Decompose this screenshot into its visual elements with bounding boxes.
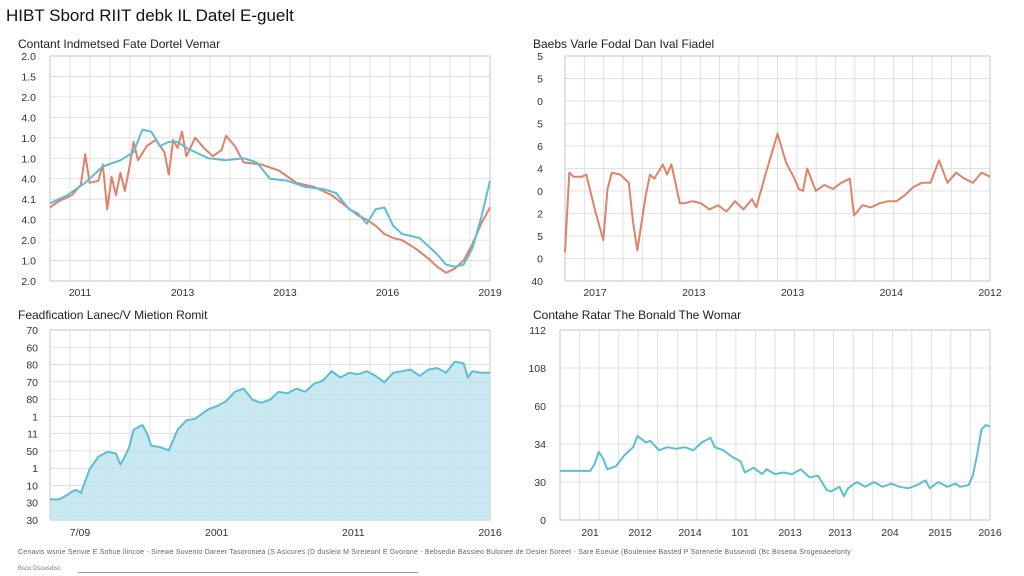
x-tick-label: 2014 [880,287,904,299]
x-tick-label: 2013 [682,287,706,299]
y-tick-label: 4.1 [21,194,36,206]
x-tick-label: 2013 [273,287,297,299]
y-tick-label: 6 [537,141,543,153]
footer-note-secondary: Bscu Dsousdisc [18,566,61,572]
y-tick-label: 4.0 [21,215,36,227]
y-tick-label: 30 [26,498,38,510]
plot-frame [564,55,991,282]
y-tick-label: 1.0 [21,153,36,165]
y-tick-label: 1.5 [21,71,36,83]
chart-title-bottom-right: Contahe Ratar The Bonald The Womar [533,308,742,322]
x-tick-label: 201 [581,527,599,539]
y-tick-label: 80 [26,360,38,372]
y-tick-label: 70 [26,325,38,337]
y-tick-label: 0 [537,254,543,266]
y-tick-label: 30 [26,515,38,527]
y-tick-label: 112 [529,325,546,337]
x-tick-label: 2013 [778,527,802,539]
x-tick-label: 7/09 [70,527,91,539]
y-tick-label: 1.0 [21,133,36,145]
series-area-fill [50,361,490,520]
y-tick-label: 60 [534,401,546,413]
y-tick-label: 34 [534,439,546,451]
x-tick-label: 2013 [828,527,852,539]
y-tick-label: 11 [27,429,38,441]
x-tick-label: 2012 [978,287,1002,299]
y-tick-label: 80 [26,394,38,406]
y-tick-label: 0 [537,96,543,108]
x-tick-label: 2015 [928,527,952,539]
y-tick-label: 2.0 [21,92,36,104]
y-tick-label: 40 [531,276,543,288]
x-tick-label: 2013 [781,287,805,299]
y-tick-label: 4 [537,164,543,176]
chart-title-bottom-left: Feadfication Lanec/V Mietion Romit [18,308,208,322]
x-tick-label: 204 [881,527,899,539]
y-tick-label: 4.0 [21,174,36,186]
series-line-0 [49,130,491,274]
x-tick-label: 2012 [628,527,652,539]
x-tick-label: 2011 [69,287,92,299]
y-tick-label: 50 [26,446,38,458]
x-tick-label: 2016 [978,527,1002,539]
x-tick-label: 2016 [478,527,502,539]
y-tick-label: 0 [540,515,546,527]
x-tick-label: 101 [731,527,749,539]
page-title: HIBT Sbord RIIT debk IL Datel E-guelt [6,6,294,25]
y-tick-label: 2.0 [21,276,36,288]
y-tick-label: 5 [537,51,543,63]
series-line-1 [49,128,491,268]
chart-top-left: 2.0 1.5 2.0 4.0 1.0 1.0 4.0 4.1 4.0 2.0 1.0 2.0 2011… [21,51,501,299]
series-line-0 [560,424,991,498]
y-tick-label: 70 [26,377,38,389]
plot-frame [559,329,991,521]
y-tick-label: 2 [537,209,543,221]
y-tick-label: 2.0 [21,235,36,247]
x-tick-label: 2001 [205,527,229,539]
y-tick-label: 2.0 [21,51,36,63]
y-tick-label: 5 [537,119,543,131]
x-tick-label: 2014 [678,527,702,539]
footer-rule [78,572,418,573]
chart-title-top-left: Contant Indmetsed Fate Dortel Vemar [18,37,221,51]
y-tick-label: 1.0 [21,256,36,268]
plot-frame [49,55,491,282]
series-line-0 [50,360,490,501]
y-tick-label: 0 [537,186,543,198]
y-tick-label: 30 [534,477,546,489]
y-tick-label: 4.0 [21,112,36,124]
x-tick-label: 2017 [583,287,607,299]
y-tick-label: 1 [32,411,38,423]
footer-note: Cenavis wsnie Senvie E Sohue llincoe - S… [18,549,851,556]
y-tick-label: 5 [537,231,543,243]
y-tick-label: 60 [26,342,38,354]
y-tick-label: 108 [528,363,546,375]
series-line-0 [564,132,991,253]
y-tick-label: 1 [32,463,38,475]
chart-bottom-right: 112 108 60 34 30 0 201 2012 2014 101 2013 2013 204 20… [528,325,1001,539]
x-tick-label: 2013 [171,287,195,299]
y-tick-label: 5 [537,74,543,86]
x-tick-label: 2011 [342,527,365,539]
x-tick-label: 2016 [376,287,400,299]
y-tick-label: 10 [26,480,38,492]
x-tick-label: 2019 [478,287,502,299]
chart-title-top-right: Baebs Varle Fodal Dan Ival Fiadel [533,37,715,51]
